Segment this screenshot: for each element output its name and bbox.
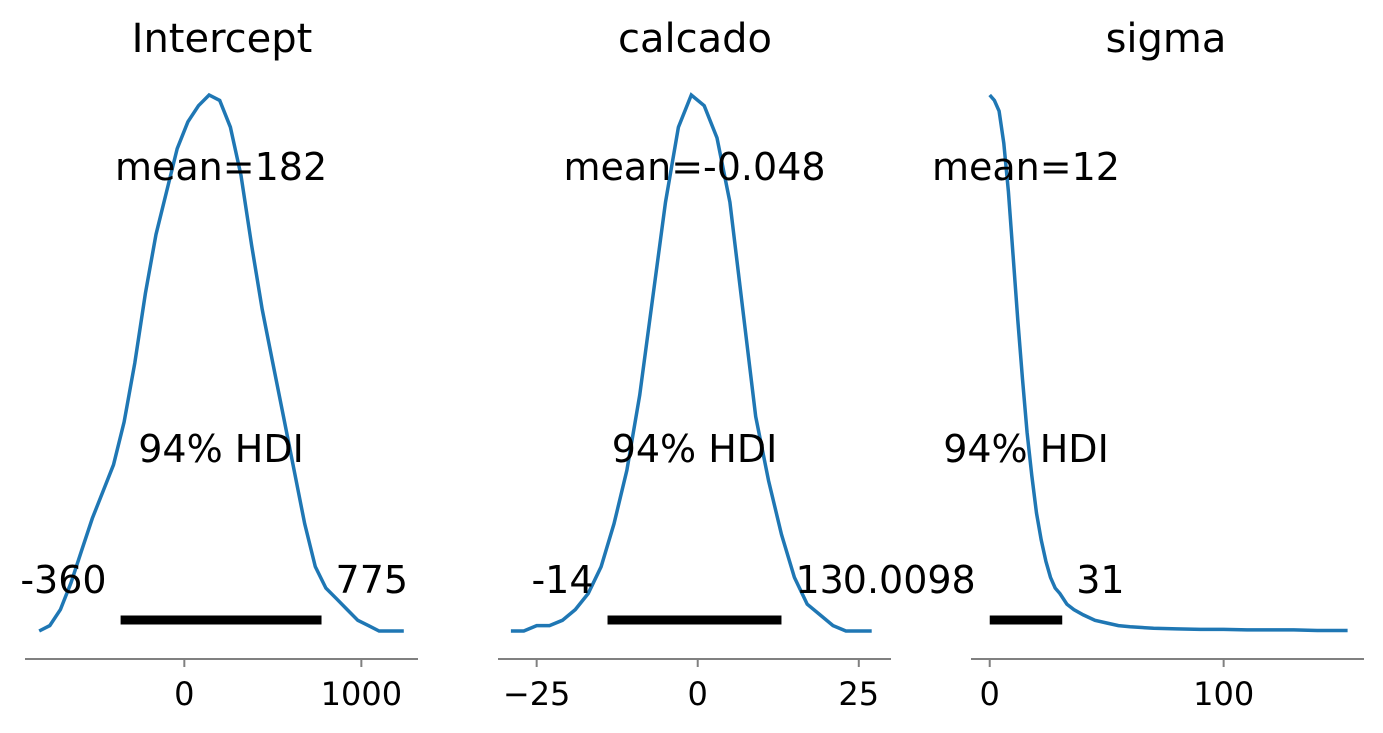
density-curve [38,92,404,633]
tick-0: −25 [503,659,571,713]
tick-label: 100 [1193,675,1254,713]
tick-label: 1000 [321,675,402,713]
tick-1: 1000 [321,659,402,713]
tick-label: 0 [688,675,708,713]
tick-1: 0 [688,659,708,713]
subplot-title: sigma [1106,16,1227,62]
tick-0: 0 [174,659,195,713]
tick-0: 0 [980,659,1000,713]
density-curve [988,93,1348,633]
hdi-label: 94% HDI [612,427,778,471]
subplot-intercept: Intercept mean=182 94% HDI -360 775 0 10… [20,16,418,713]
tick-label: 25 [838,675,879,713]
hdi-high-label: 13 [795,558,843,602]
hdi-label: 94% HDI [138,427,304,471]
tick-2: 25 [838,659,879,713]
hdi-label: 94% HDI [943,427,1109,471]
subplot-calcado: calcado mean=-0.048 94% HDI -14 13 −25 0… [498,16,891,713]
mean-label: mean=12 [932,145,1120,189]
tick-label: −25 [503,675,571,713]
mean-label: mean=-0.048 [563,145,825,189]
subplot-sigma: sigma mean=12 94% HDI 0.0098 31 0 100 [843,16,1364,713]
density-curve [510,92,872,633]
hdi-low-label: 0.0098 [843,558,976,602]
subplot-title: calcado [618,16,772,62]
subplot-title: Intercept [132,16,313,62]
hdi-low-label: -360 [20,558,106,602]
tick-1: 100 [1193,659,1254,713]
hdi-low-label: -14 [531,558,593,602]
hdi-high-label: 31 [1076,558,1124,602]
tick-label: 0 [174,675,194,713]
mean-label: mean=182 [115,145,327,189]
hdi-high-label: 775 [336,558,409,602]
tick-label: 0 [980,675,1000,713]
